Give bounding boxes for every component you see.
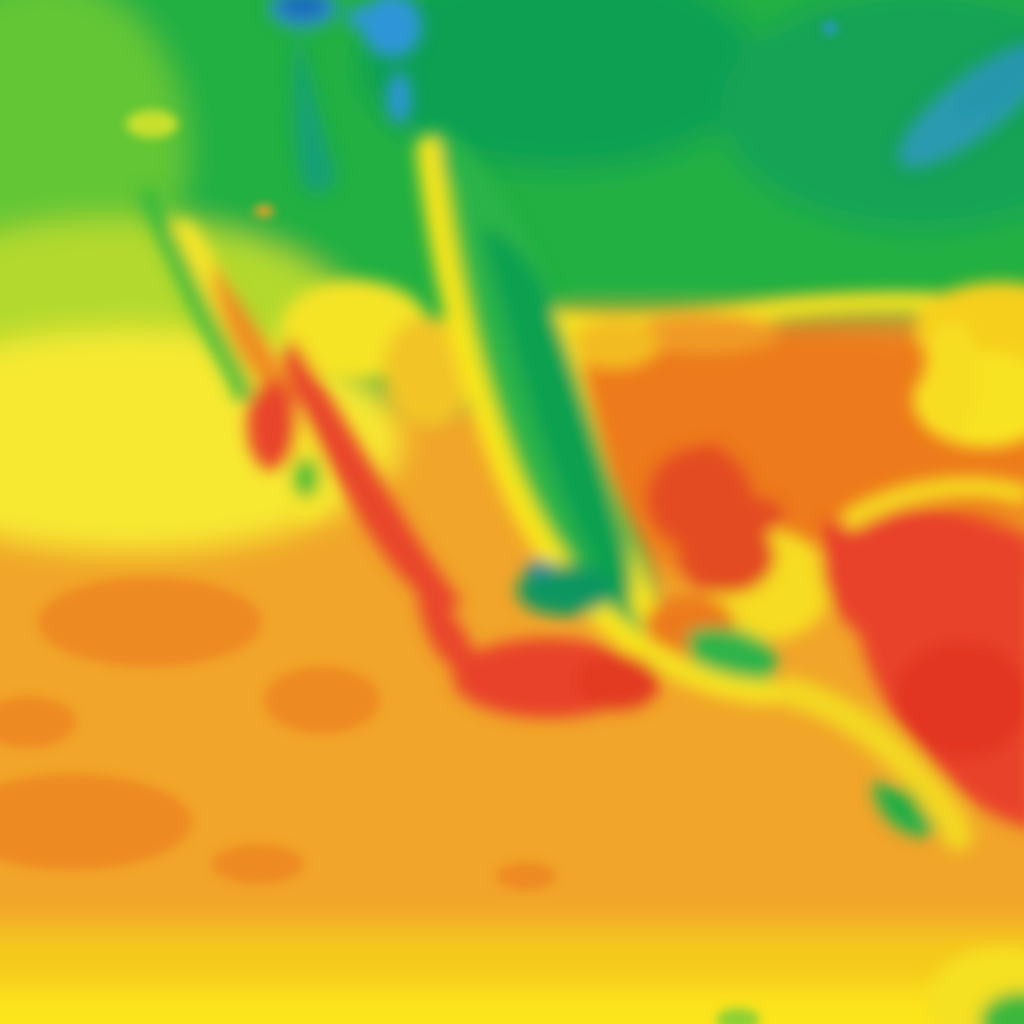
sea-warm-patch-2: [0, 696, 76, 748]
plateau-teal-spot: [517, 564, 613, 616]
sonora-red-spur: [247, 380, 297, 470]
layer-b-soft: [0, 22, 837, 1024]
baja-green-tip: [293, 458, 319, 498]
yucatan-yellow-arc: [841, 476, 1024, 529]
bottom-yellow-band: [0, 988, 1024, 1024]
sea-warm-patch-5: [264, 666, 380, 734]
ne-teal-blue-core: [954, 42, 1024, 118]
sea-warm-patch-6: [496, 862, 556, 890]
gulf-red-spur: [731, 498, 783, 534]
sea-warm-patch-1: [38, 577, 262, 667]
fuerte-gold-zone: [383, 317, 473, 427]
sea-warm-patch-4: [212, 844, 304, 884]
wedge-dark-green-core: [480, 229, 632, 616]
cold-spot-west: [277, 0, 329, 20]
layer-b-med: [139, 0, 1024, 1024]
bottom-green-speck: [716, 1008, 760, 1024]
caribbean-deep-red-core: [894, 642, 1024, 758]
plateau-slate-spot: [526, 560, 554, 576]
socal-lime-speck: [126, 110, 178, 138]
ne-orange-push: [630, 314, 780, 354]
gulf-red-finger: [696, 444, 728, 492]
south-gold-band: [0, 928, 1024, 994]
central-america-green-core: [889, 787, 921, 817]
central-america-yellow-chain: [775, 677, 973, 851]
costa-rica-green-corner: [980, 992, 1024, 1024]
delta-orange-speck: [254, 205, 274, 217]
rockies-teal-streak: [294, 28, 337, 194]
oaxaca-red-hook: [576, 654, 660, 710]
chiapas-yellow-wrap: [644, 644, 804, 705]
baja-green-ridge: [139, 187, 252, 402]
sinaloa-red-coast: [284, 338, 462, 609]
sea-warm-patch-3: [0, 774, 192, 870]
coahuila-gold: [570, 320, 660, 370]
jalisco-red-band: [417, 580, 480, 675]
cold-spot-small: [346, 7, 378, 29]
cold-blue-speck: [823, 22, 837, 34]
northeast-dark-green: [720, 0, 1024, 230]
plains-dark-green: [360, 0, 760, 170]
gulf-yellow-tongue: [924, 320, 980, 436]
cold-spot-tail: [387, 72, 411, 124]
gulf-red-patch-b: [679, 518, 775, 594]
gulf-california-orange: [211, 262, 295, 410]
